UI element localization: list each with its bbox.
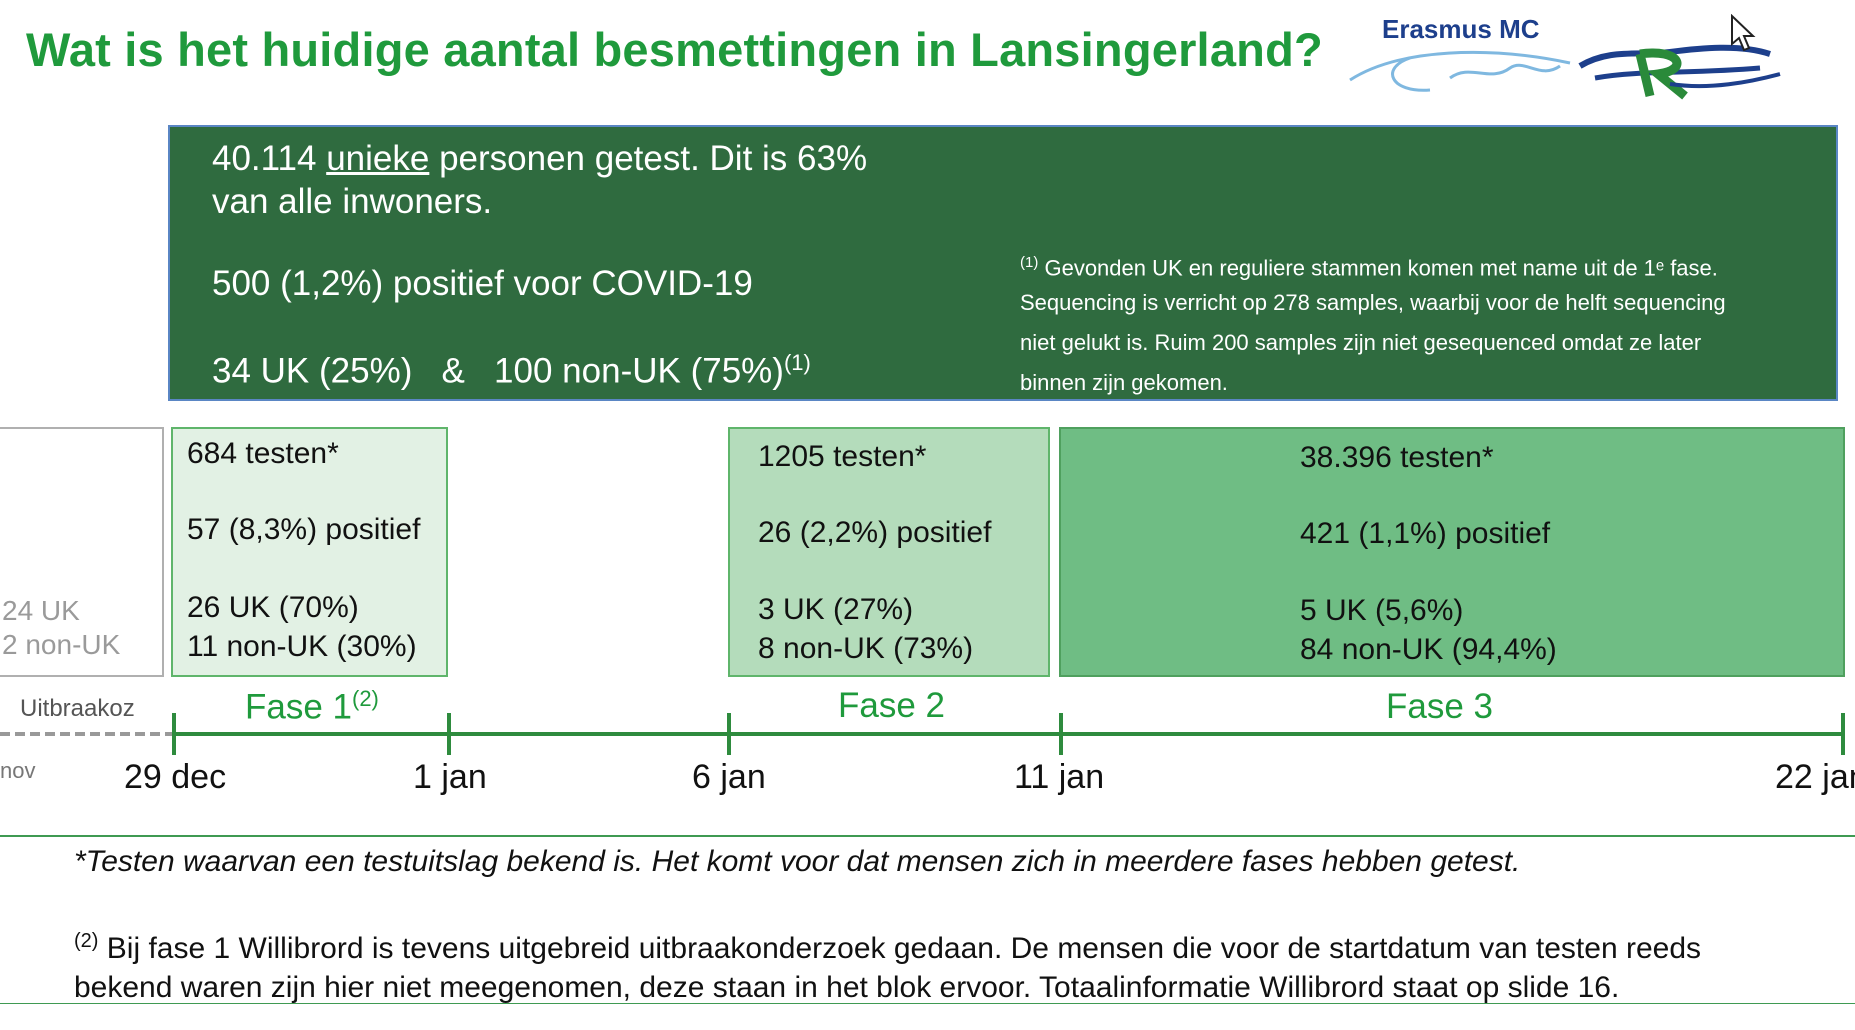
erasmus-mc-logo: Erasmus MC	[1340, 8, 1810, 108]
footnote-two-line-1: (2) Bij fase 1 Willibrord is tevens uitg…	[74, 930, 1702, 965]
phase-2-label: Fase 2	[838, 686, 945, 725]
outbreak-pre-box: 24 UK 2 non-UK	[0, 427, 164, 677]
summary-positive-line: 500 (1,2%) positief voor COVID-19	[212, 264, 753, 303]
phase-2-positive: 26 (2,2%) positief	[758, 516, 992, 549]
date-22-jan: 22 jan	[1775, 758, 1855, 796]
mouse-cursor-icon	[1731, 14, 1756, 52]
phase-3-positive: 421 (1,1%) positief	[1300, 517, 1551, 550]
footnote-two-line-2: bekend waren zijn hier niet meegenomen, …	[74, 971, 1620, 1004]
phase-1-tests: 684 testen*	[187, 437, 339, 470]
pre-non-uk-count: 2 non-UK	[2, 629, 121, 660]
phase-1-box: 684 testen* 57 (8,3%) positief 26 UK (70…	[171, 427, 448, 677]
phase-2-tests: 1205 testen*	[758, 440, 927, 473]
phase-1-positive: 57 (8,3%) positief	[187, 513, 421, 546]
sequencing-note-line-3: niet gelukt is. Ruim 200 samples zijn ni…	[1020, 330, 1702, 355]
phase-1-label: Fase 1(2)	[245, 686, 379, 727]
outbreak-label: Uitbraakoz	[20, 695, 135, 722]
date-11-jan: 11 jan	[1014, 758, 1105, 796]
summary-tested-line: 40.114 unieke personen getest. Dit is 63…	[212, 139, 868, 178]
summary-variant-line: 34 UK (25%) & 100 non-UK (75%)(1)	[212, 350, 811, 391]
nov-label: nov	[0, 758, 36, 783]
logo-text: Erasmus MC	[1382, 14, 1540, 44]
phase-3-label: Fase 3	[1386, 687, 1493, 726]
footnote-two: (2) Bij fase 1 Willibrord is tevens uitg…	[74, 922, 1701, 1007]
summary-inhabitants-line: van alle inwoners.	[212, 182, 493, 221]
phase-1-non-uk: 11 non-UK (30%)	[187, 630, 417, 663]
date-29-dec: 29 dec	[124, 758, 227, 796]
separator-top	[0, 835, 1855, 837]
date-1-jan: 1 jan	[413, 758, 487, 796]
phase-2-box: 1205 testen* 26 (2,2%) positief 3 UK (27…	[728, 427, 1050, 677]
sequencing-note-line-4: binnen zijn gekomen.	[1020, 370, 1228, 395]
date-6-jan: 6 jan	[692, 758, 766, 796]
phase-2-uk: 3 UK (27%)	[758, 593, 914, 626]
footnote-star: *Testen waarvan een testuitslag bekend i…	[74, 845, 1521, 878]
phase-3-non-uk: 84 non-UK (94,4%)	[1300, 633, 1557, 666]
phase-3-tests: 38.396 testen*	[1300, 441, 1494, 474]
sequencing-note-line-2: Sequencing is verricht op 278 samples, w…	[1020, 290, 1726, 315]
timeline-axis	[0, 713, 1845, 755]
phase-1-uk: 26 UK (70%)	[187, 591, 359, 624]
separator-bottom	[0, 1003, 1855, 1004]
page-title: Wat is het huidige aantal besmettingen i…	[26, 23, 1323, 76]
pre-uk-count: 24 UK	[2, 595, 80, 626]
phase-2-non-uk: 8 non-UK (73%)	[758, 632, 974, 665]
sequencing-note-line-1: (1) Gevonden UK en reguliere stammen kom…	[1020, 254, 1718, 281]
summary-panel: 40.114 unieke personen getest. Dit is 63…	[168, 125, 1838, 401]
phase-3-box: 38.396 testen* 421 (1,1%) positief 5 UK …	[1059, 427, 1845, 677]
logo-graphic	[1349, 44, 1781, 100]
phase-3-uk: 5 UK (5,6%)	[1300, 594, 1464, 627]
